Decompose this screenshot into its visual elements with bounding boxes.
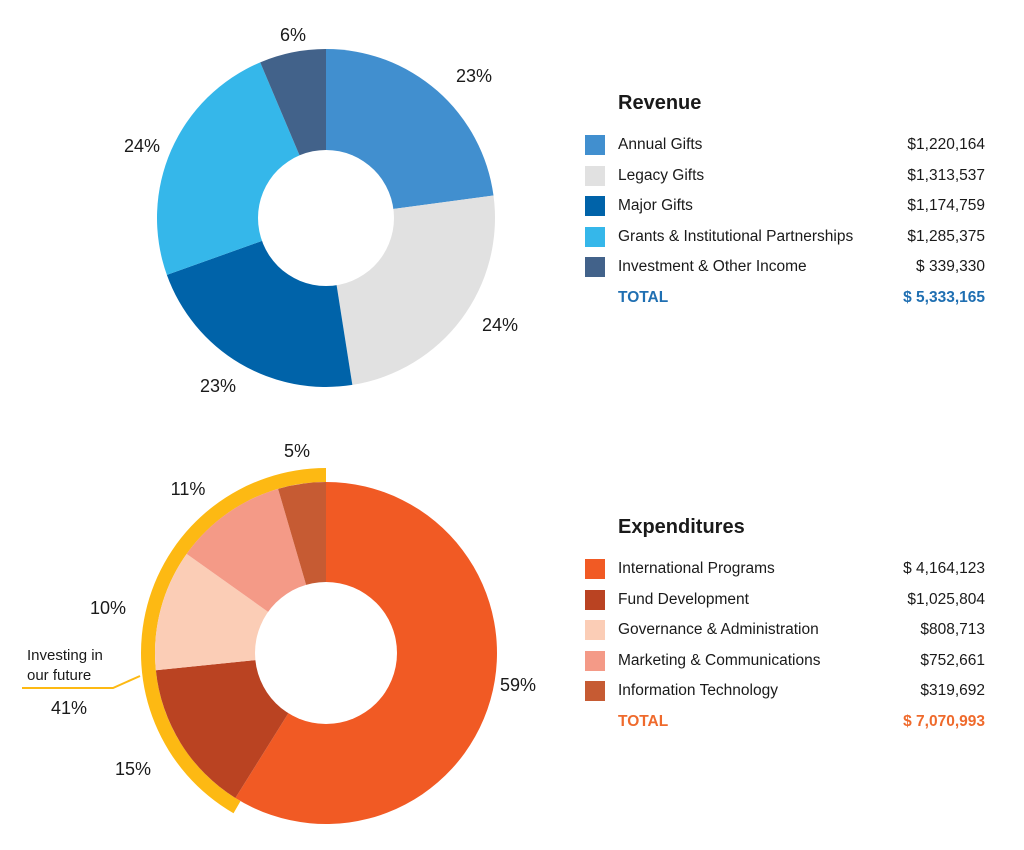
revenue-total-row: TOTAL $ 5,333,165 (585, 283, 985, 314)
donut-hole (255, 582, 397, 724)
revenue-legend: Revenue Annual Gifts $1,220,164 Legacy G… (585, 90, 985, 313)
legend-row-international-programs: International Programs $ 4,164,123 (585, 554, 985, 585)
legend-swatch (585, 681, 605, 702)
pct-label-international-programs: 59% (500, 675, 536, 695)
legend-row-fund-development: Fund Development $1,025,804 (585, 585, 985, 616)
pct-label-information-technology: 5% (284, 441, 310, 461)
legend-amount: $ 339,330 (916, 258, 985, 276)
legend-label: Annual Gifts (618, 136, 703, 154)
legend-label: Grants & Institutional Partnerships (618, 227, 854, 245)
pct-label-grants-and-institutional-partnerships: 24% (124, 136, 160, 156)
legend-amount: $808,713 (920, 621, 985, 639)
legend-row-annual-gifts: Annual Gifts $1,220,164 (585, 130, 985, 161)
legend-row-major-gifts: Major Gifts $1,174,759 (585, 191, 985, 222)
pct-label-annual-gifts: 23% (456, 66, 492, 86)
legend-amount: $319,692 (920, 682, 985, 700)
pct-label-marketing-and-communications: 11% (171, 479, 206, 499)
revenue-donut-chart: 23% 24% 23% 24% 6% (124, 25, 518, 396)
pct-label-fund-development: 15% (115, 759, 151, 779)
legend-row-governance: Governance & Administration $808,713 (585, 615, 985, 646)
legend-label: International Programs (618, 560, 775, 578)
legend-label: Marketing & Communications (618, 651, 821, 669)
legend-row-marketing: Marketing & Communications $752,661 (585, 646, 985, 677)
legend-label: Governance & Administration (618, 621, 819, 639)
legend-amount: $1,285,375 (907, 227, 985, 245)
legend-swatch (585, 620, 605, 641)
legend-row-investment: Investment & Other Income $ 339,330 (585, 252, 985, 283)
expenditures-donut-chart: Investing in our future 41% 59% 15% 10% 11% 5% (22, 441, 536, 825)
legend-swatch (585, 165, 605, 186)
legend-label: Major Gifts (618, 197, 693, 215)
total-label: TOTAL (618, 712, 669, 730)
pct-label-investment-and-other-income: 6% (280, 25, 306, 45)
legend-label: Information Technology (618, 682, 778, 700)
expenditures-title: Expenditures (618, 516, 745, 538)
highlight-note-line-2: our future (27, 667, 91, 684)
highlight-pct-label: 41% (51, 698, 87, 718)
highlight-leader-line (22, 675, 141, 689)
legend-swatch (585, 650, 605, 671)
pct-label-governance-and-administration: 10% (90, 598, 126, 618)
legend-amount: $752,661 (920, 651, 985, 669)
expenditures-total-row: TOTAL $ 7,070,993 (585, 707, 985, 738)
legend-label: Investment & Other Income (618, 258, 807, 276)
legend-label: Fund Development (618, 590, 749, 608)
highlight-note-line-1: Investing in (27, 647, 103, 664)
legend-amount: $1,174,759 (907, 197, 985, 215)
pct-label-major-gifts: 23% (200, 376, 236, 396)
legend-swatch (585, 257, 605, 278)
legend-swatch (585, 135, 605, 156)
donut-hole (258, 150, 394, 286)
legend-amount: $1,220,164 (907, 136, 985, 154)
legend-row-information-technology: Information Technology $319,692 (585, 676, 985, 707)
total-label: TOTAL (618, 288, 669, 306)
expenditures-legend: Expenditures International Programs $ 4,… (585, 514, 985, 737)
revenue-title: Revenue (618, 92, 702, 114)
total-amount: $ 7,070,993 (903, 712, 985, 730)
total-amount: $ 5,333,165 (903, 288, 985, 306)
legend-swatch (585, 226, 605, 247)
legend-row-grants: Grants & Institutional Partnerships $1,2… (585, 222, 985, 253)
legend-row-legacy-gifts: Legacy Gifts $1,313,537 (585, 161, 985, 192)
pct-label-legacy-gifts: 24% (482, 315, 518, 335)
legend-label: Legacy Gifts (618, 166, 705, 184)
legend-swatch (585, 559, 605, 580)
legend-swatch (585, 196, 605, 217)
legend-amount: $1,313,537 (907, 166, 985, 184)
legend-swatch (585, 589, 605, 610)
legend-amount: $1,025,804 (907, 590, 985, 608)
legend-amount: $ 4,164,123 (903, 560, 985, 578)
